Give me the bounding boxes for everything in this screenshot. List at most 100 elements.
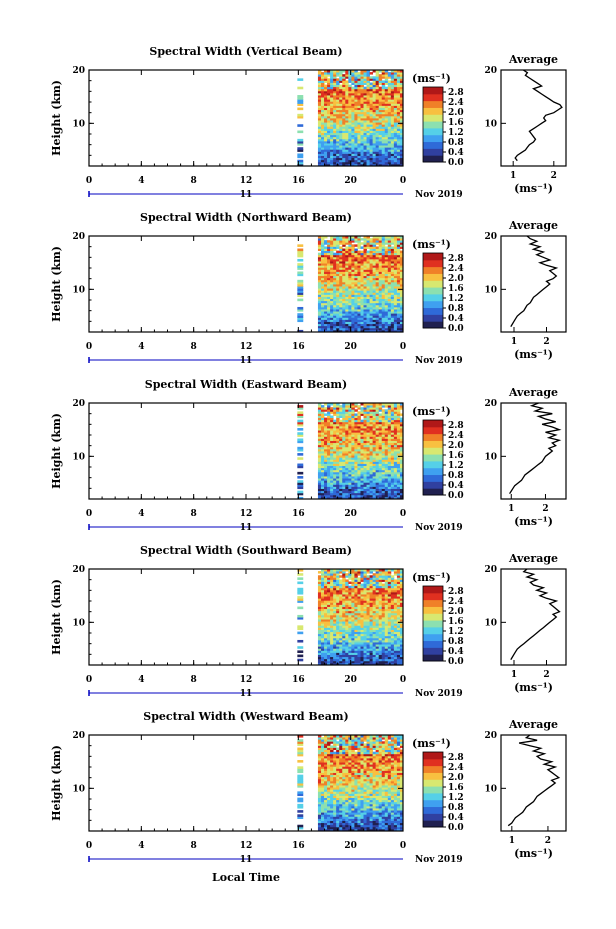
heatmap-cell [354,423,358,427]
heatmap-cell [393,488,398,492]
heatmap-cell [348,115,352,119]
heatmap-cell [345,254,349,258]
heatmap-cell [387,423,392,427]
heatmap-cell [348,600,352,603]
heatmap-cell [339,571,343,574]
heatmap-cell [369,304,374,308]
panel-1: Spectral Width (Northward Beam)1020Heigh… [50,211,567,366]
heatmap-cell [327,306,331,310]
heatmap-cell [372,403,377,406]
heatmap-cell [317,153,322,156]
heatmap-cell [327,84,331,88]
heatmap-cell [396,403,401,406]
heatmap-cell [390,269,395,272]
heatmap-cell [339,124,343,127]
heatmap-cell [348,70,352,73]
heatmap-cell [320,571,325,574]
heatmap-cell [348,319,352,322]
heatmap-cell [363,428,367,431]
heatmap-cell [363,258,367,262]
heatmap-cell [387,306,392,310]
heatmap-cell [342,476,346,479]
heatmap-cell [378,471,383,475]
heatmap-cell [357,488,361,492]
heatmap-cell [345,428,349,431]
heatmap-cell [348,421,352,425]
heatmap-cell [372,277,377,281]
heatmap-cell [336,109,340,113]
heatmap-cell [327,254,331,258]
heatmap-cell [317,136,322,140]
heatmap-cell [327,315,331,318]
heatmap-cell [390,423,395,427]
heatmap-cell [330,298,334,302]
heatmap-cell [393,302,398,306]
colorbar-swatch [423,287,443,295]
heatmap-cell [345,161,349,165]
heatmap-cell [360,252,364,256]
heatmap-cell [396,134,401,138]
heatmap-cell [327,153,331,156]
heatmap-cell [339,92,343,96]
heatmap-cell [339,76,343,79]
heatmap-cell [387,126,392,129]
heatmap-cell [372,419,377,423]
heatmap-cell [348,284,352,287]
colorbar-tick-label: 0.8 [448,471,464,481]
heatmap-cell [348,325,352,329]
heatmap-cell [375,405,380,408]
heatmap-cell [348,97,352,100]
heatmap-cell [345,95,349,98]
heatmap-cell [320,421,325,425]
heatmap-cell [363,583,367,587]
heatmap-cell [363,648,367,651]
heatmap-cell [317,258,322,262]
heatmap-cell [336,118,340,121]
heatmap-cell [339,488,343,492]
heatmap-cell [396,147,401,150]
heatmap-cell [333,434,337,437]
heatmap-cell [399,277,404,281]
heatmap-cell [396,70,401,73]
heatmap-cell [339,444,343,448]
heatmap-cell [357,486,361,489]
heatmap-cell [342,92,346,96]
heatmap-cell [384,444,389,448]
heatmap-cell [330,596,334,599]
heatmap-cell [348,581,352,585]
heatmap-cell [348,490,352,494]
heatmap-cell [320,409,325,412]
average-frame [500,402,567,500]
heatmap-cell [360,323,364,327]
heatmap-cell [339,608,343,612]
heatmap-cell [351,600,355,603]
heatmap-cell [320,109,325,113]
heatmap-cell [384,95,389,98]
heatmap-cell [375,88,380,92]
heatmap-cell [393,132,398,136]
heatmap-cell [387,263,392,266]
heatmap-cell [351,95,355,98]
heatmap-cell [366,86,370,90]
heatmap-cell [390,155,395,159]
heatmap-cell [363,76,367,79]
heatmap-cell [342,252,346,256]
heatmap-cell [384,258,389,262]
heatmap-cell [390,88,395,92]
heatmap-cell [345,248,349,252]
heatmap-cell [336,113,340,117]
heatmap-cell [399,151,404,154]
heatmap-cell [378,327,383,331]
heatmap-cell [384,455,389,458]
heatmap-cell [366,97,370,100]
heatmap-cell [348,461,352,464]
heatmap-cell [339,471,343,475]
heatmap-cell [381,92,386,96]
heatmap-cell [363,275,367,279]
heatmap-cell [333,273,337,277]
heatmap-cell [336,409,340,412]
heatmap-cell [324,423,328,427]
heatmap-cell [324,122,328,125]
heatmap-cell [387,105,392,108]
heatmap-cell [378,113,383,117]
